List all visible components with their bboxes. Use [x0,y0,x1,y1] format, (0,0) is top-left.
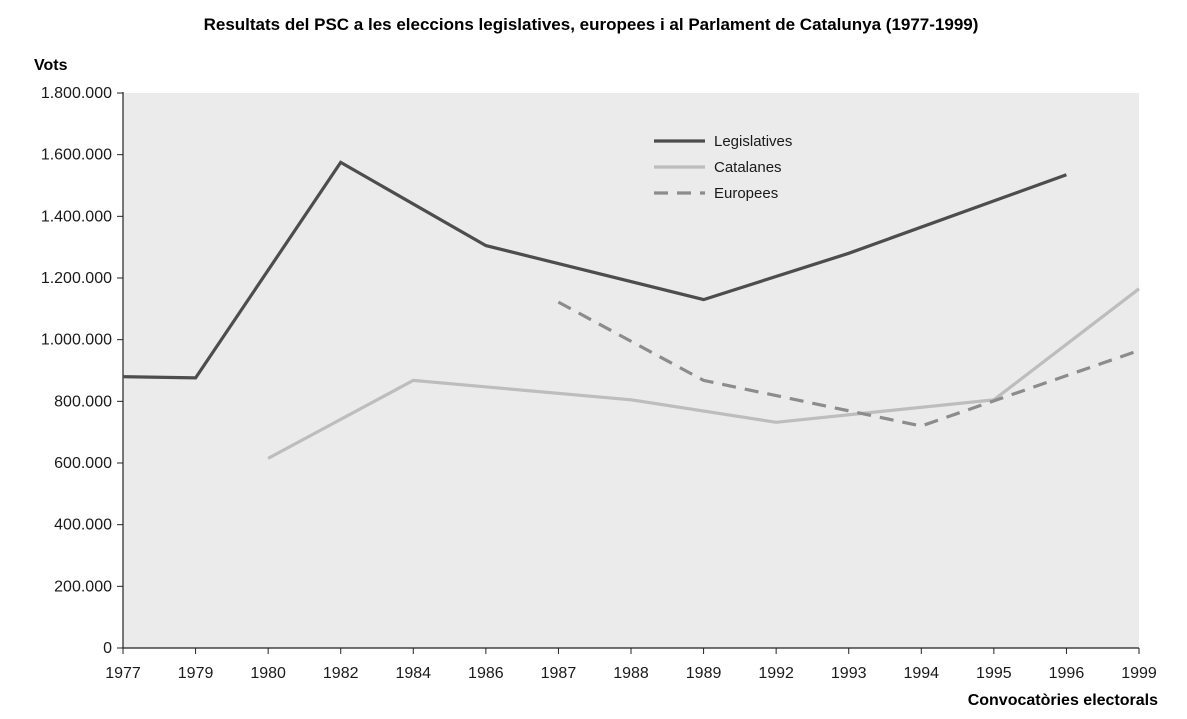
plot-area [123,93,1139,648]
series-layer [122,160,1140,460]
y-tick-label: 1.400.000 [41,208,112,225]
x-tick-label: 1986 [468,665,504,682]
y-tick-label: 1.200.000 [41,270,112,287]
x-tick-label: 1996 [1049,665,1085,682]
y-tick-label: 1.800.000 [41,85,112,102]
y-tick-label: 1.600.000 [41,147,112,164]
axes: 0 200.000 400.000 600.000 800.000 1.000.000 1.… [41,85,1157,682]
legend-label: Legislatives [714,133,792,150]
x-axis-title: Convocatòries electorals [968,692,1158,709]
x-tick-label: 1982 [323,665,359,682]
y-tick-label: 0 [103,640,112,657]
x-tick-label: 1999 [1121,665,1157,682]
y-tick-label: 200.000 [54,578,112,595]
legend: Legislatives Catalanes Europees [654,133,792,202]
x-tick-label: 1987 [541,665,577,682]
x-tick-label: 1992 [758,665,794,682]
legend-label: Catalanes [714,159,782,176]
y-tick-label: 400.000 [54,517,112,534]
legend-label: Europees [714,185,778,202]
chart-title: Resultats del PSC a les eleccions legisl… [204,15,979,34]
x-tick-label: 1995 [976,665,1012,682]
y-tick-label: 600.000 [54,455,112,472]
x-tick-label: 1988 [613,665,649,682]
x-tick-label: 1977 [105,665,141,682]
x-tick-label: 1979 [178,665,214,682]
series-line-europees [557,300,1140,428]
x-tick-label: 1980 [250,665,286,682]
x-tick-label: 1994 [903,665,939,682]
x-tick-label: 1989 [686,665,722,682]
x-tick-label: 1984 [395,665,431,682]
y-axis-title: Vots [34,57,68,74]
series-line-catalanes [267,287,1140,460]
y-tick-label: 1.000.000 [41,332,112,349]
x-tick-label: 1993 [831,665,867,682]
y-tick-label: 800.000 [54,393,112,410]
